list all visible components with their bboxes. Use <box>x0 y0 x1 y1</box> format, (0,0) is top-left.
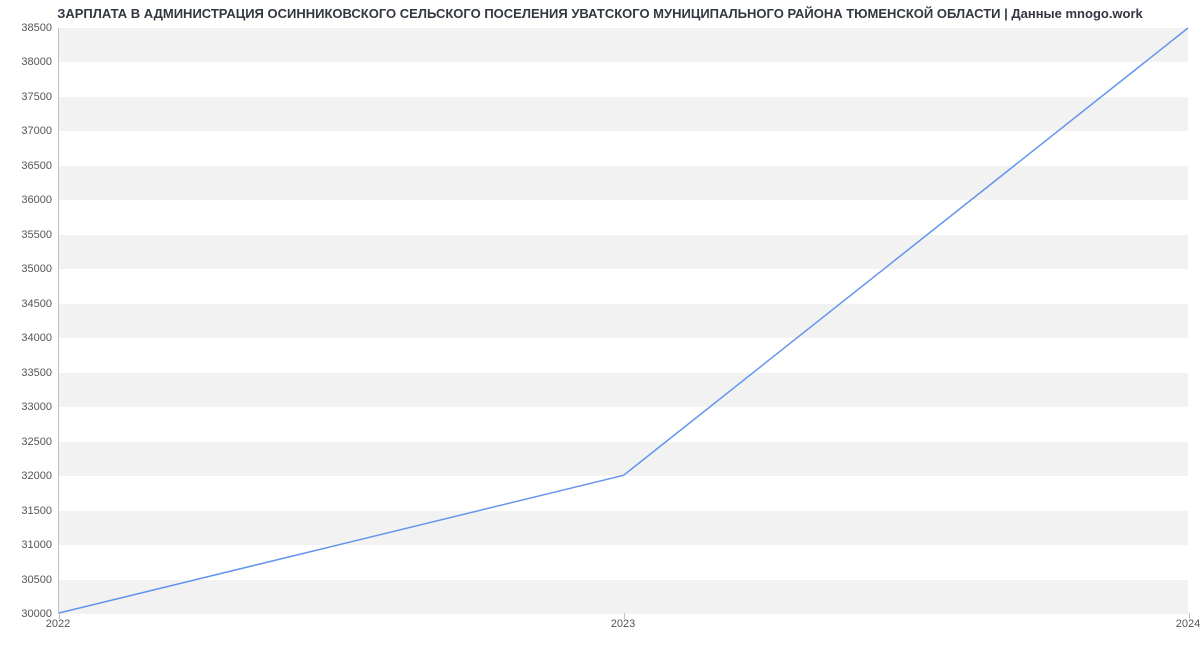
y-tick-label: 36500 <box>2 160 52 172</box>
y-tick-label: 32500 <box>2 436 52 448</box>
y-tick-label: 37000 <box>2 125 52 137</box>
x-tick-label: 2022 <box>46 618 70 630</box>
y-tick-label: 38500 <box>2 22 52 34</box>
line-series <box>59 28 1188 613</box>
y-tick-label: 32000 <box>2 470 52 482</box>
y-tick-label: 37500 <box>2 91 52 103</box>
y-tick-label: 31000 <box>2 539 52 551</box>
y-tick-label: 35000 <box>2 263 52 275</box>
plot-area <box>58 28 1188 614</box>
y-tick-label: 30000 <box>2 608 52 620</box>
salary-line-chart: ЗАРПЛАТА В АДМИНИСТРАЦИЯ ОСИННИКОВСКОГО … <box>0 0 1200 650</box>
y-tick-label: 38000 <box>2 56 52 68</box>
y-tick-label: 34500 <box>2 298 52 310</box>
y-tick-label: 33000 <box>2 401 52 413</box>
y-tick-label: 35500 <box>2 229 52 241</box>
chart-title: ЗАРПЛАТА В АДМИНИСТРАЦИЯ ОСИННИКОВСКОГО … <box>0 6 1200 21</box>
y-tick-label: 31500 <box>2 505 52 517</box>
y-tick-label: 30500 <box>2 574 52 586</box>
x-tick-label: 2024 <box>1176 618 1200 630</box>
y-tick-label: 36000 <box>2 194 52 206</box>
y-tick-label: 33500 <box>2 367 52 379</box>
y-tick-label: 34000 <box>2 332 52 344</box>
x-tick-label: 2023 <box>611 618 635 630</box>
